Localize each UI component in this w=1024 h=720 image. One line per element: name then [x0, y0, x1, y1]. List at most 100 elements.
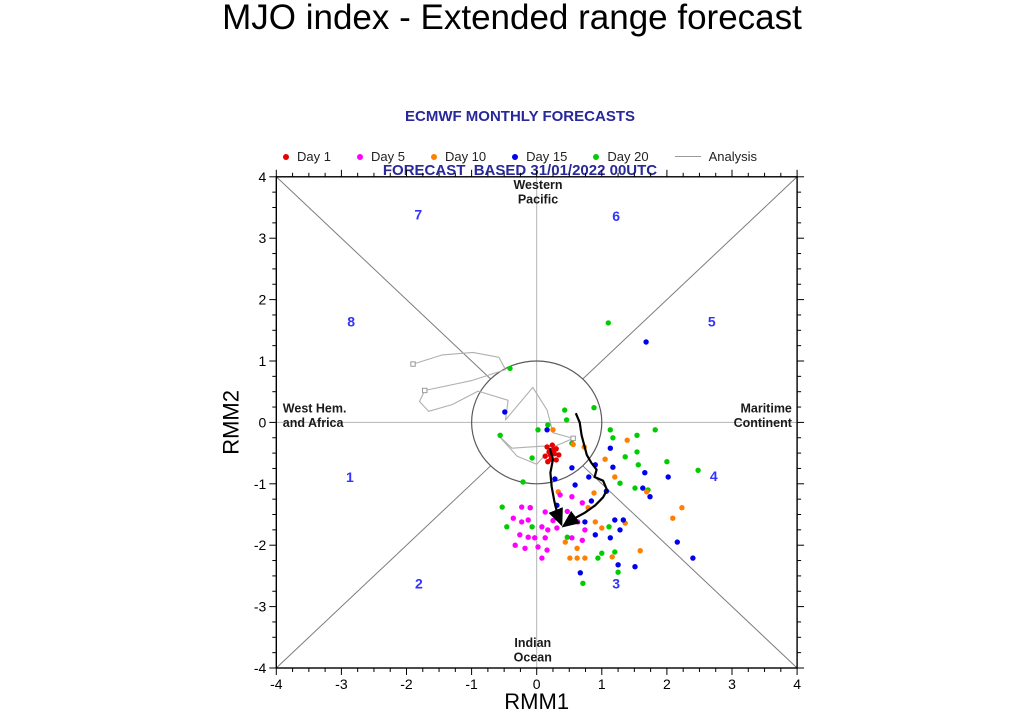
day-5-point — [564, 508, 570, 515]
region-label-indian-ocean: Indian — [514, 636, 551, 650]
day-5-point — [575, 519, 581, 525]
day-10-point — [624, 437, 630, 443]
phase-diagonal-line — [275, 176, 492, 380]
day-10-point — [670, 515, 676, 521]
phase-number-4: 4 — [710, 468, 718, 484]
phase-number-5: 5 — [708, 314, 716, 330]
phase-diagonal-line — [582, 176, 798, 380]
day-10-point — [644, 489, 650, 495]
region-label-western-pacific: Pacific — [518, 193, 558, 207]
day-5-point — [510, 515, 516, 521]
day-5-point — [532, 535, 538, 541]
day-15-point — [577, 570, 583, 576]
legend-item-day-15: Day 15 — [512, 149, 567, 164]
day-5-point — [550, 517, 556, 524]
day-5-point — [539, 555, 545, 561]
day-10-point — [574, 545, 580, 551]
day-1-point — [544, 444, 550, 450]
day-15-point — [552, 476, 558, 482]
legend-item-day-1: Day 1 — [283, 149, 331, 164]
day-5-point — [525, 517, 531, 523]
day-20-point — [617, 480, 623, 486]
forecast-subtitle: ECMWF MONTHLY FORECASTS FORECAST BASED 3… — [8, 72, 1024, 216]
day-5-point — [579, 500, 585, 506]
day-20-marker-icon — [593, 153, 600, 160]
day-20-point — [529, 455, 535, 461]
day-20-point — [652, 427, 658, 433]
day-5-point — [542, 535, 548, 541]
day-20-point — [610, 435, 616, 441]
day-20-point — [520, 479, 526, 485]
day-5-point — [525, 534, 531, 540]
y-tick-label: 0 — [259, 414, 267, 430]
day-20-point — [504, 524, 510, 530]
day-10-point — [591, 490, 597, 496]
day-10-point — [570, 441, 576, 448]
day-20-point — [606, 524, 612, 530]
day-20-point — [605, 320, 611, 326]
x-tick-label: -4 — [270, 676, 283, 692]
day-15-point — [665, 474, 671, 480]
day-5-point — [557, 492, 563, 498]
day-5-point — [519, 504, 525, 510]
y-tick-label: -1 — [254, 476, 267, 492]
day-5-point — [569, 535, 575, 541]
day-20-point — [580, 580, 586, 586]
region-label-maritime-continent: Maritime — [740, 402, 791, 416]
subtitle-line-1: ECMWF MONTHLY FORECASTS — [404, 108, 635, 125]
day-15-point — [607, 445, 613, 451]
unit-circle — [471, 360, 603, 485]
day-15-point — [620, 517, 626, 523]
day-10-point — [582, 555, 588, 561]
legend-item-analysis: Analysis — [674, 149, 757, 164]
phase-number-6: 6 — [612, 208, 620, 224]
day-20-point — [595, 555, 601, 561]
day-20-point — [634, 449, 640, 455]
day-10-point — [637, 548, 643, 554]
day-5-point — [527, 505, 533, 511]
day-15-point — [569, 465, 575, 471]
day-10-point — [679, 505, 685, 511]
phase-number-1: 1 — [346, 469, 354, 485]
day-5-point — [544, 547, 550, 553]
day-15-point — [588, 498, 595, 504]
x-tick-label: 1 — [598, 676, 606, 692]
day-15-point — [586, 474, 592, 480]
day-15-point — [502, 409, 508, 415]
day-1-point — [542, 453, 548, 459]
phase-diagonal-line — [582, 465, 798, 669]
day-20-point — [507, 365, 513, 372]
legend-label: Day 10 — [444, 149, 487, 164]
x-tick-label: 3 — [728, 676, 736, 692]
day-15-point — [642, 470, 648, 476]
day-15-point — [674, 539, 680, 545]
day-5-point — [545, 527, 551, 533]
day-15-point — [592, 532, 598, 538]
day-5-point — [517, 532, 523, 538]
phase-number-8: 8 — [347, 314, 355, 330]
day-15-point — [572, 482, 578, 488]
day-1-point — [545, 459, 551, 465]
day-10-marker-icon — [430, 153, 437, 160]
day-20-point — [535, 427, 541, 433]
y-tick-label: -2 — [254, 537, 267, 553]
forecast-trajectory-segment-2 — [561, 412, 609, 528]
day-15-point — [617, 527, 623, 533]
x-tick-label: -1 — [465, 676, 478, 692]
phase-number-3: 3 — [612, 575, 620, 591]
day-5-point — [522, 545, 528, 551]
legend-item-day-5: Day 5 — [356, 149, 405, 164]
day-15-point — [544, 427, 550, 433]
day-20-point — [545, 422, 551, 428]
x-tick-label: -3 — [335, 676, 348, 692]
chart-legend: Day 1 Day 5 Day 10 Day 15 Day 20 Analysi… — [0, 149, 1024, 164]
day-10-point — [602, 456, 608, 462]
x-tick-label: 2 — [663, 676, 671, 692]
day-20-point — [632, 485, 638, 491]
legend-label: Day 15 — [526, 149, 568, 164]
day-10-point — [612, 474, 618, 480]
day-20-point — [622, 454, 628, 460]
day-5-point — [535, 544, 541, 550]
day-15-point — [690, 555, 696, 561]
